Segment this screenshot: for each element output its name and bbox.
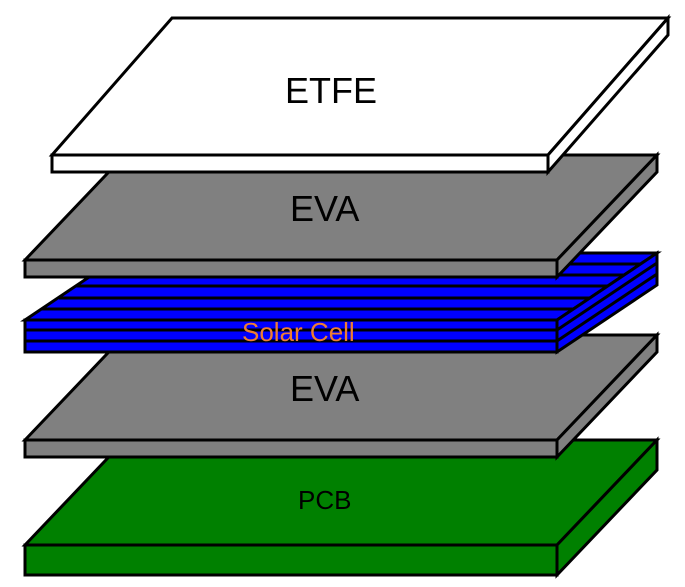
label-pcb: PCB	[298, 485, 351, 516]
label-etfe: ETFE	[285, 70, 377, 112]
layer-eva-bottom-front	[25, 440, 557, 457]
layer-eva-top-front	[25, 260, 557, 277]
layer-pcb-front	[25, 545, 557, 575]
label-solar-cell: Solar Cell	[242, 317, 355, 348]
layer-etfe-front	[52, 155, 548, 172]
label-eva-top: EVA	[290, 188, 359, 230]
label-eva-bottom: EVA	[290, 368, 359, 410]
